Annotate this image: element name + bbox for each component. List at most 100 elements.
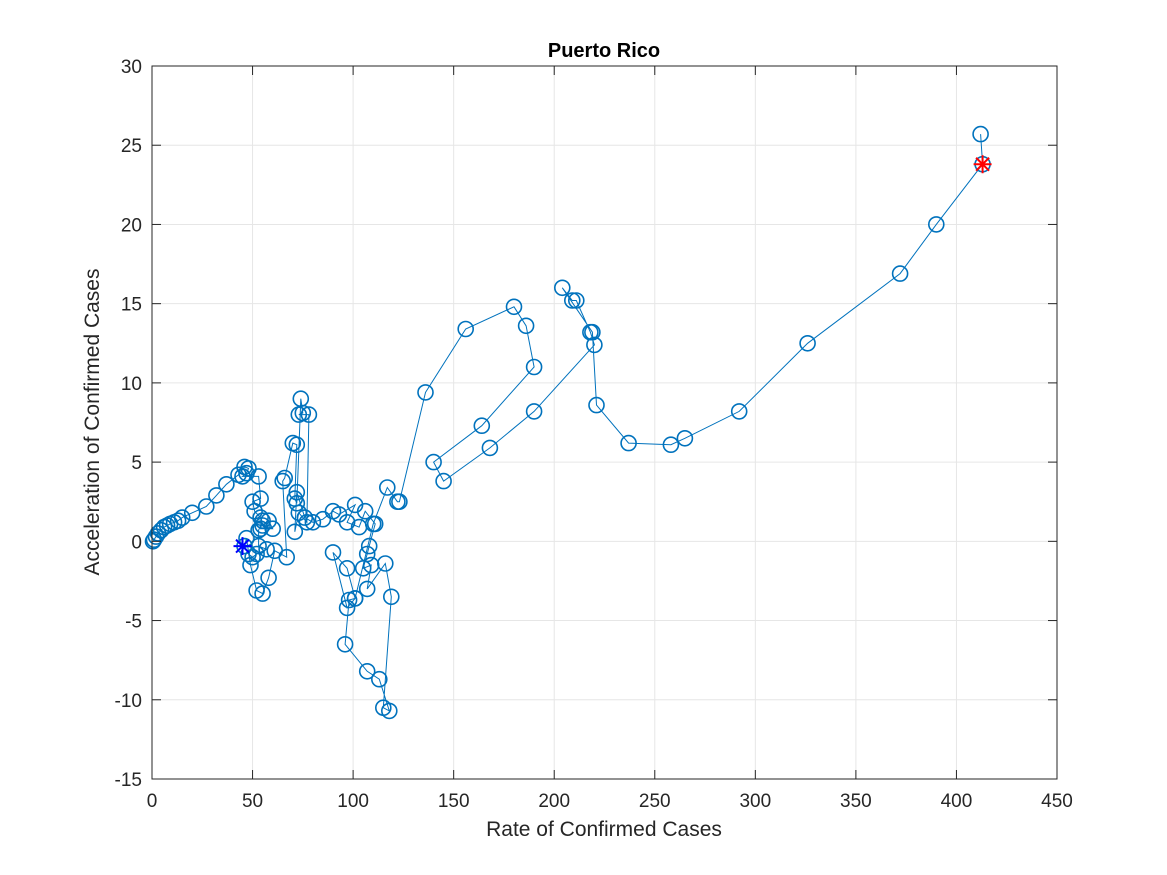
y-tick-label: 15 (121, 295, 142, 316)
data-point (198, 498, 215, 515)
data-point (276, 469, 294, 487)
data-point (340, 591, 358, 609)
data-point (382, 588, 400, 606)
data-point (173, 509, 191, 526)
data-point (252, 520, 269, 538)
data-point (425, 453, 442, 471)
x-tick-label: 300 (739, 791, 771, 812)
data-point (358, 580, 376, 598)
data-point (799, 334, 816, 352)
data-point (238, 464, 255, 482)
data-point (346, 590, 364, 607)
data-point (457, 320, 475, 338)
data-point (620, 434, 637, 452)
data-point (304, 513, 322, 531)
data-point (586, 336, 603, 354)
data-point (676, 429, 694, 447)
data-point (314, 510, 332, 528)
y-axis-label: Acceleration of Confirmed Cases (81, 269, 104, 576)
start-point-marker-stroke (235, 538, 250, 554)
data-point (517, 317, 535, 335)
x-tick-label: 250 (639, 791, 671, 812)
data-point (300, 406, 318, 423)
y-tick-label: -5 (125, 612, 142, 633)
data-point (525, 358, 543, 376)
y-tick-labels: -15 -10 -5 0 5 10 15 20 25 30 (115, 57, 142, 791)
data-point (244, 493, 261, 511)
y-tick-label: 10 (121, 374, 142, 395)
data-point (380, 702, 398, 720)
data-point (288, 494, 306, 512)
x-tick-labels: 0 50 100 150 200 250 300 350 400 450 (147, 791, 1073, 812)
x-tick-label: 350 (840, 791, 872, 812)
data-point (290, 406, 308, 423)
data-point (525, 403, 543, 420)
data-point (183, 504, 201, 522)
data-point (588, 396, 605, 414)
data-point (242, 556, 259, 574)
data-point (152, 521, 170, 539)
x-tick-label: 150 (438, 791, 470, 812)
x-tick-label: 100 (337, 791, 369, 812)
data-point (296, 509, 314, 526)
y-tick-label: 30 (121, 57, 142, 78)
data-point (584, 323, 601, 341)
data-point (481, 439, 499, 457)
data-point (567, 292, 585, 309)
data-point (927, 216, 945, 233)
data-point (258, 540, 275, 558)
data-point (250, 468, 267, 485)
end-point-marker-stroke (975, 157, 990, 172)
data-point (376, 555, 394, 572)
data-point (358, 662, 376, 680)
x-axis-label: Rate of Confirmed Cases (486, 818, 722, 841)
x-tick-label: 0 (147, 791, 158, 812)
start-point-marker (233, 537, 252, 556)
data-point (354, 559, 372, 577)
y-tick-label: -15 (115, 770, 142, 791)
data-point (274, 472, 292, 490)
data-point (473, 417, 491, 435)
data-point (290, 504, 308, 522)
y-tick-label: -10 (115, 691, 142, 712)
data-point (563, 292, 581, 309)
data-point (891, 265, 909, 282)
y-tick-label: 0 (131, 532, 142, 553)
data-point (338, 559, 356, 577)
data-point (378, 479, 396, 496)
data-point (250, 521, 267, 539)
data-point (370, 670, 388, 688)
plot-area (152, 66, 1057, 779)
data-point (254, 517, 271, 534)
data-point (360, 537, 378, 555)
data-point (286, 523, 304, 541)
data-point (336, 635, 354, 653)
data-point (169, 512, 187, 530)
y-tick-label: 25 (121, 136, 142, 157)
data-point (972, 125, 989, 143)
axis-ticks (151, 65, 1058, 780)
data-point (338, 513, 356, 531)
data-point (218, 475, 235, 493)
data-point (417, 384, 434, 401)
data-point (553, 279, 571, 297)
data-point (234, 468, 251, 485)
endpoint-markers (233, 155, 992, 556)
data-point (356, 502, 374, 520)
data-point (364, 515, 382, 533)
chart-title: Puerto Rico (548, 40, 660, 62)
y-tick-label: 20 (121, 215, 142, 236)
end-point-marker (973, 155, 992, 174)
y-tick-label: 5 (131, 453, 142, 474)
plot-frame (151, 65, 1058, 780)
data-point (435, 472, 452, 490)
x-tick-label: 450 (1041, 791, 1073, 812)
data-point (288, 483, 306, 501)
data-point (662, 436, 680, 454)
data-point (288, 436, 306, 454)
data-point (254, 585, 271, 602)
data-point (278, 548, 296, 566)
data-point (260, 569, 277, 587)
data-point (505, 298, 523, 316)
data-point (391, 493, 408, 511)
